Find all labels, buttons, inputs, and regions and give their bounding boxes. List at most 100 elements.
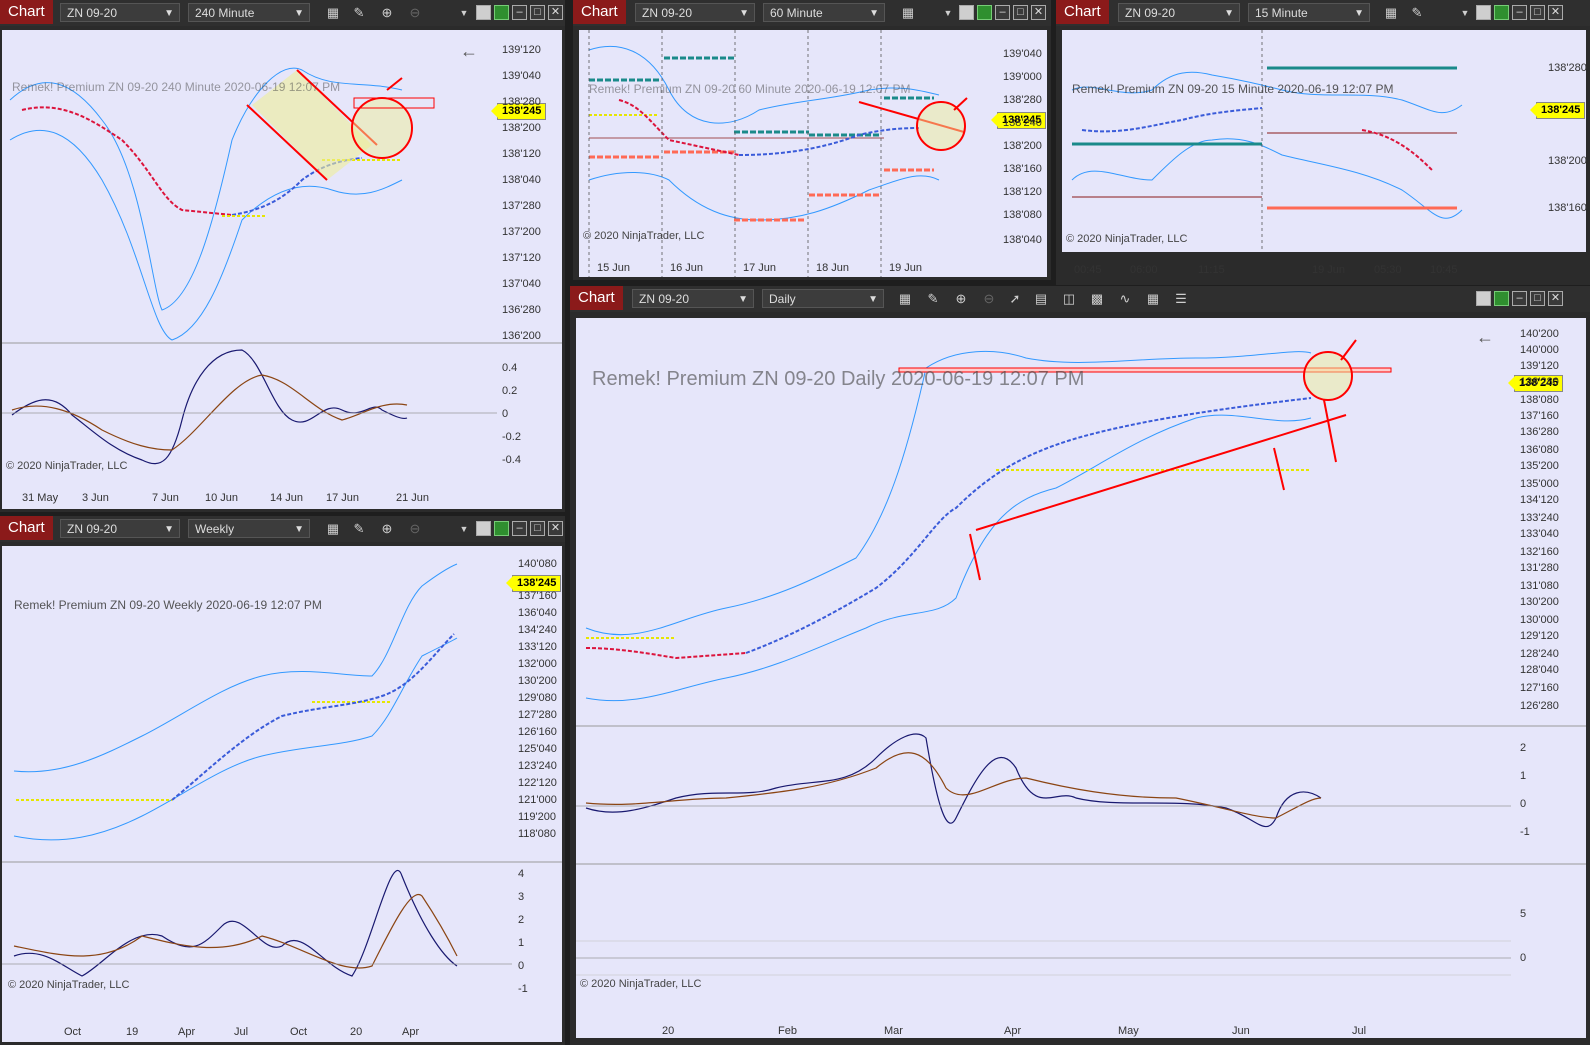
maximize-button[interactable]: □ (1013, 5, 1028, 20)
drawing-pencil-icon[interactable]: ✎ (353, 521, 365, 536)
properties-icon[interactable]: ◫ (1062, 291, 1076, 306)
interval-selector[interactable]: Daily ▼ (762, 289, 884, 308)
minimize-button[interactable]: – (512, 5, 527, 20)
link-color-button[interactable] (1476, 291, 1491, 306)
interval-selector[interactable]: 60 Minute ▼ (763, 3, 885, 22)
chart-menu-button[interactable]: Chart (0, 0, 53, 24)
list-icon[interactable]: ☰ (1175, 291, 1187, 306)
minimize-button[interactable]: – (1512, 5, 1527, 20)
instrument-selector[interactable]: ZN 09-20 ▼ (60, 519, 180, 538)
instrument-link-button[interactable] (494, 5, 509, 20)
instrument-selector[interactable]: ZN 09-20 ▼ (632, 289, 754, 308)
plot-area[interactable]: Remek! Premium ZN 09-20 Weekly 2020-06-1… (2, 546, 562, 1042)
price-tick: 139'120 (502, 44, 541, 56)
indicators-icon[interactable]: ▩ (1090, 291, 1104, 306)
chart-menu-button[interactable]: Chart (0, 516, 53, 540)
toolbar-overflow-icon[interactable]: ▼ (459, 524, 469, 534)
price-tick: 132'160 (1520, 546, 1559, 558)
price-tick: 121'000 (518, 794, 557, 806)
strategies-icon[interactable]: ∿ (1119, 291, 1131, 306)
zoom-out-icon[interactable]: ⊖ (409, 521, 421, 536)
copyright-text: © 2020 NinjaTrader, LLC (8, 979, 130, 991)
zoom-in-icon[interactable]: ⊕ (381, 5, 393, 20)
instrument-link-button[interactable] (494, 521, 509, 536)
price-tick: 126'160 (518, 726, 557, 738)
bars-type-icon[interactable]: ▦ (326, 5, 340, 20)
time-axis[interactable]: Oct 19 Apr Jul Oct 20 Apr (0, 1026, 510, 1042)
instrument-selector[interactable]: ZN 09-20 ▼ (60, 3, 180, 22)
minimize-button[interactable]: – (995, 5, 1010, 20)
toolbar-overflow-icon[interactable]: ▼ (1460, 8, 1470, 18)
zoom-out-icon[interactable]: ⊖ (409, 5, 421, 20)
chart-watermark: Remek! Premium ZN 09-20 Weekly 2020-06-1… (14, 598, 322, 612)
plot-area[interactable]: Remek! Premium ZN 09-20 15 Minute 2020-0… (1062, 30, 1586, 252)
chart-svg (2, 563, 562, 977)
link-color-button[interactable] (1476, 5, 1491, 20)
interval-selector[interactable]: 15 Minute ▼ (1248, 3, 1370, 22)
drawing-pencil-icon[interactable]: ✎ (353, 5, 365, 20)
osc-tick: -0.2 (502, 431, 521, 443)
zoom-out-icon[interactable]: ⊖ (983, 291, 995, 306)
interval-selector[interactable]: Weekly ▼ (188, 519, 310, 538)
instrument-link-button[interactable] (1494, 5, 1509, 20)
bars-type-icon[interactable]: ▦ (326, 521, 340, 536)
zoom-in-icon[interactable]: ⊕ (381, 521, 393, 536)
close-button[interactable]: ✕ (1548, 291, 1563, 306)
time-tick: Apr (402, 1026, 420, 1038)
plot-area[interactable]: Remek! Premium ZN 09-20 240 Minute 2020-… (2, 30, 562, 509)
drawing-pencil-icon[interactable]: ✎ (927, 291, 939, 306)
maximize-button[interactable]: □ (1530, 291, 1545, 306)
close-button[interactable]: ✕ (1548, 5, 1563, 20)
plot-area[interactable]: Remek! Premium ZN 09-20 Daily 2020-06-19… (576, 318, 1586, 1038)
zoom-in-icon[interactable]: ⊕ (955, 291, 967, 306)
link-color-button[interactable] (959, 5, 974, 20)
drawing-pencil-icon[interactable]: ✎ (1411, 5, 1423, 20)
maximize-button[interactable]: □ (530, 5, 545, 20)
bars-type-icon[interactable]: ▦ (901, 5, 915, 20)
time-axis[interactable]: 15 Jun 16 Jun 17 Jun 18 Jun 19 Jun (573, 262, 1003, 278)
instrument-selector[interactable]: ZN 09-20 ▼ (1118, 3, 1240, 22)
chart-menu-button[interactable]: Chart (570, 286, 623, 310)
time-tick: Feb (778, 1025, 797, 1037)
data-box-icon[interactable]: ▤ (1034, 291, 1048, 306)
instrument-link-button[interactable] (1494, 291, 1509, 306)
chart-pane-240m: Chart ZN 09-20 ▼ 240 Minute ▼ ▦ ✎ ⊕ ⊖ ▼ – … (0, 0, 565, 512)
time-axis[interactable]: 20 Feb Mar Apr May Jun Jul (570, 1025, 1510, 1041)
time-tick: 7 Jun (152, 492, 179, 504)
time-tick: May (1118, 1025, 1139, 1037)
toolbar-overflow-icon[interactable]: ▼ (943, 8, 953, 18)
link-color-button[interactable] (476, 5, 491, 20)
close-button[interactable]: ✕ (548, 521, 563, 536)
back-arrow-icon[interactable]: ← (1476, 327, 1494, 347)
price-tick: 135'000 (1520, 478, 1559, 490)
time-tick: 21 Jun (396, 492, 430, 504)
pointer-icon[interactable]: ➚ (1009, 291, 1021, 306)
minimize-button[interactable]: – (1512, 291, 1527, 306)
templates-icon[interactable]: ▦ (1146, 291, 1160, 306)
toolbar-overflow-icon[interactable]: ▼ (459, 8, 469, 18)
minimize-button[interactable]: – (512, 521, 527, 536)
chart-menu-button[interactable]: Chart (1056, 0, 1109, 24)
close-button[interactable]: ✕ (1031, 5, 1046, 20)
time-axis[interactable]: 31 May 3 Jun 7 Jun 10 Jun 14 Jun 17 Jun … (0, 492, 495, 508)
copyright-text: © 2020 NinjaTrader, LLC (6, 460, 128, 472)
interval-selector[interactable]: 240 Minute ▼ (188, 3, 310, 22)
time-tick: 17 Jun (326, 492, 360, 504)
price-tick: 136'280 (1520, 426, 1559, 438)
price-tick: 133'120 (518, 641, 557, 653)
link-color-button[interactable] (476, 521, 491, 536)
back-arrow-icon[interactable]: ← (460, 41, 478, 61)
time-axis[interactable]: 00:45 06:00 11:15 19 Jun 05:30 10:45 (1056, 264, 1546, 280)
bars-type-icon[interactable]: ▦ (898, 291, 912, 306)
time-tick: 05:30 (1374, 264, 1402, 276)
maximize-button[interactable]: □ (530, 521, 545, 536)
chart-menu-button[interactable]: Chart (573, 0, 626, 24)
instrument-selector[interactable]: ZN 09-20 ▼ (635, 3, 755, 22)
price-tick: 138'200 (1003, 140, 1042, 152)
bars-type-icon[interactable]: ▦ (1384, 5, 1398, 20)
maximize-button[interactable]: □ (1530, 5, 1545, 20)
instrument-link-button[interactable] (977, 5, 992, 20)
plot-area[interactable]: Remek! Premium ZN 09-20 60 Minute 2020-0… (579, 30, 1047, 277)
time-tick: 14 Jun (270, 492, 304, 504)
close-button[interactable]: ✕ (548, 5, 563, 20)
